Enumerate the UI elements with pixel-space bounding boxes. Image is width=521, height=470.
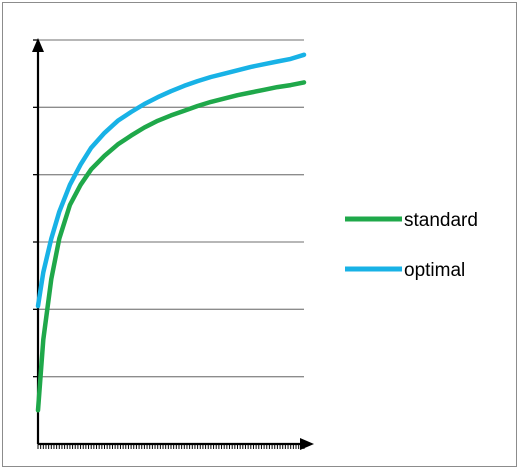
legend: standard optimal xyxy=(345,210,478,281)
gridlines xyxy=(33,39,304,378)
x-axis-ticks xyxy=(37,444,305,449)
x-axis-arrow xyxy=(300,438,314,450)
series-line-optimal xyxy=(35,52,307,309)
axes xyxy=(32,38,314,450)
series-lines xyxy=(35,52,307,413)
series-line-standard xyxy=(35,80,307,413)
chart-frame xyxy=(2,2,517,467)
legend-label-standard: standard xyxy=(404,210,478,231)
y-axis-arrow xyxy=(32,38,44,52)
legend-label-optimal: optimal xyxy=(404,260,465,281)
